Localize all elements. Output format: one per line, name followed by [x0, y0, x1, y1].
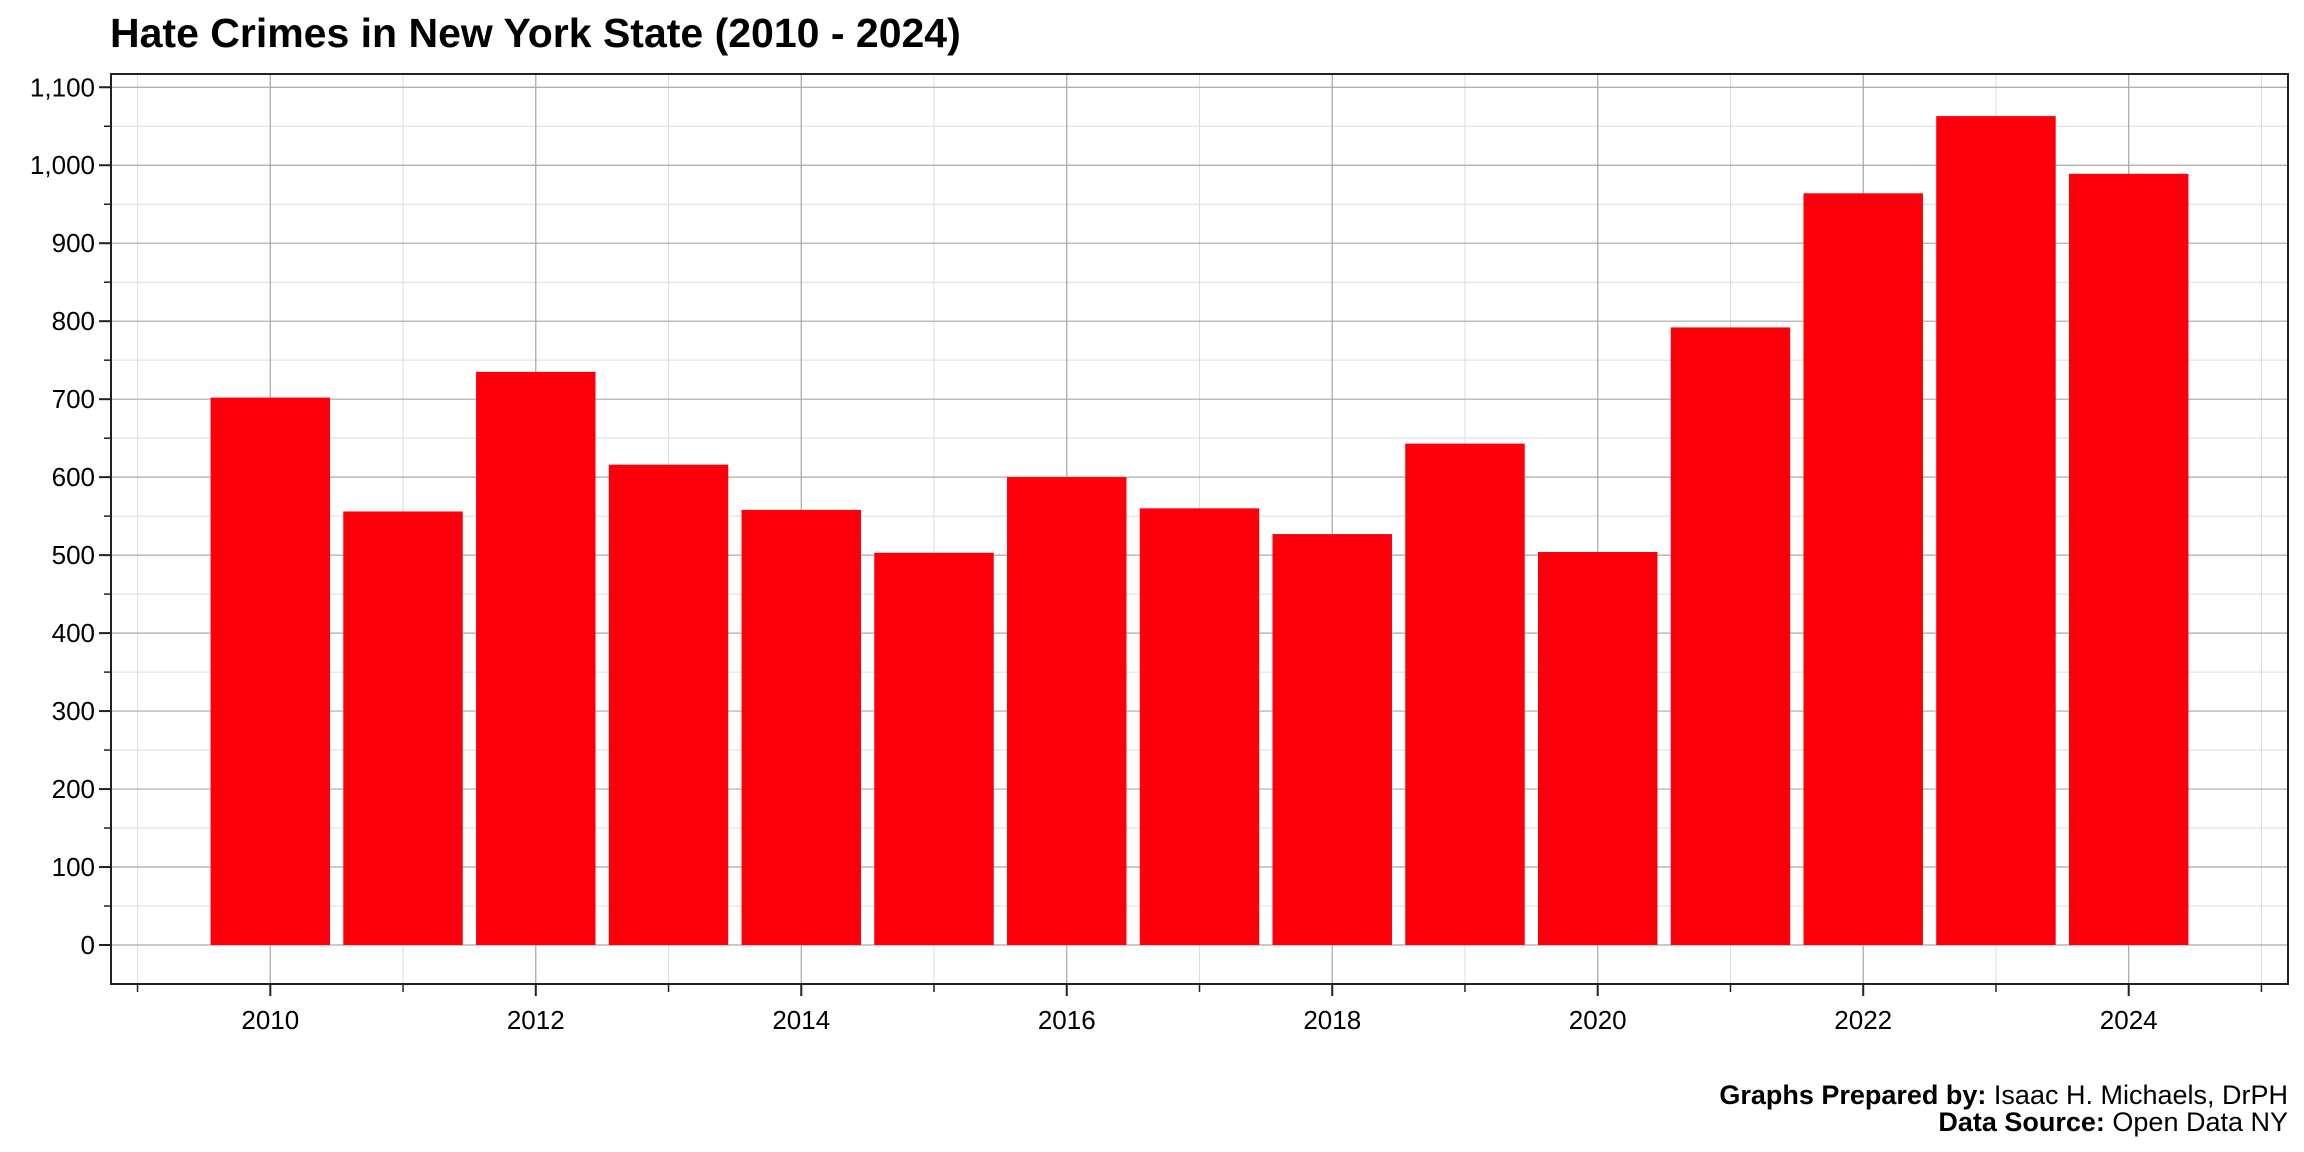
bar-2023: [1936, 116, 2056, 946]
y-tick-label: 700: [52, 384, 95, 414]
bar-2011: [343, 511, 463, 946]
bar-2024: [2068, 173, 2189, 946]
bar-2018: [1272, 534, 1392, 946]
y-tick-label: 200: [52, 774, 95, 804]
x-tick-label: 2016: [1038, 1005, 1096, 1035]
y-tick-label: 300: [52, 696, 95, 726]
caption-prepared-value: Isaac H. Michaels, DrPH: [1986, 1080, 2288, 1110]
y-tick-label: 800: [52, 306, 95, 336]
bar-2021: [1670, 327, 1791, 946]
bars: [210, 116, 2189, 946]
x-tick-label: 2020: [1569, 1005, 1627, 1035]
bar-2015: [874, 552, 994, 946]
y-tick-label: 1,100: [30, 72, 95, 102]
caption-source-label: Data Source:: [1938, 1107, 2105, 1137]
bar-2019: [1405, 443, 1525, 946]
bar-2022: [1803, 193, 1923, 946]
y-tick-label: 0: [81, 930, 95, 960]
bar-2016: [1007, 477, 1127, 946]
y-tick-label: 600: [52, 462, 95, 492]
caption-prepared-by: Graphs Prepared by: Isaac H. Michaels, D…: [1719, 1080, 2288, 1111]
bar-2017: [1139, 508, 1260, 946]
y-tick-label: 1,000: [30, 150, 95, 180]
x-tick-label: 2010: [241, 1005, 299, 1035]
caption-data-source: Data Source: Open Data NY: [1938, 1107, 2288, 1138]
bar-2020: [1537, 552, 1658, 946]
chart-title: Hate Crimes in New York State (2010 - 20…: [110, 10, 961, 56]
y-tick-label: 400: [52, 618, 95, 648]
x-tick-label: 2018: [1303, 1005, 1361, 1035]
y-tick-label: 900: [52, 228, 95, 258]
y-tick-label: 500: [52, 540, 95, 570]
x-tick-label: 2024: [2100, 1005, 2158, 1035]
x-tick-label: 2014: [772, 1005, 830, 1035]
bar-2013: [608, 464, 729, 946]
caption-source-value: Open Data NY: [2104, 1107, 2288, 1137]
x-tick-label: 2022: [1834, 1005, 1892, 1035]
axes: 2010 2012 2014 2016 2018 2020 2022 2024 0 100 200 3…: [30, 72, 2263, 1035]
bar-2012: [476, 371, 596, 946]
x-tick-label: 2012: [507, 1005, 565, 1035]
caption-prepared-label: Graphs Prepared by:: [1719, 1080, 1987, 1110]
bar-2010: [210, 397, 331, 946]
y-tick-label: 100: [52, 852, 95, 882]
bar-2014: [741, 509, 862, 946]
